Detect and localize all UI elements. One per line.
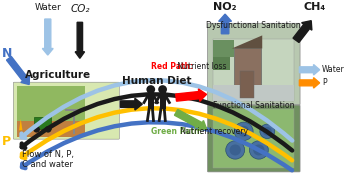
FancyArrow shape — [299, 78, 320, 88]
FancyBboxPatch shape — [13, 82, 119, 139]
FancyBboxPatch shape — [208, 23, 300, 105]
Circle shape — [263, 127, 272, 136]
Circle shape — [260, 124, 275, 139]
Text: Nutrient recovery: Nutrient recovery — [178, 127, 248, 136]
Bar — [148, 91, 154, 109]
Text: P: P — [2, 135, 11, 148]
Text: Water: Water — [34, 3, 61, 12]
Bar — [65, 109, 83, 111]
Bar — [240, 71, 254, 98]
Text: N: N — [2, 47, 13, 60]
FancyArrow shape — [7, 57, 29, 84]
Text: Dysfunctional Sanitation: Dysfunctional Sanitation — [206, 21, 301, 30]
Bar — [34, 117, 51, 129]
Text: Green Path:: Green Path: — [151, 127, 202, 136]
Bar — [213, 44, 230, 70]
Circle shape — [250, 141, 268, 159]
Circle shape — [238, 126, 249, 137]
Text: CO₂: CO₂ — [70, 4, 90, 14]
Circle shape — [226, 141, 245, 159]
FancyArrow shape — [176, 89, 206, 101]
Bar — [213, 39, 294, 101]
FancyArrow shape — [42, 19, 53, 55]
Bar — [213, 109, 294, 168]
Circle shape — [253, 144, 265, 156]
Text: Nutrient loss: Nutrient loss — [175, 62, 226, 71]
Text: CH₄: CH₄ — [303, 2, 326, 12]
Bar — [18, 121, 85, 137]
FancyArrow shape — [293, 21, 312, 43]
Text: Human Diet: Human Diet — [122, 76, 191, 86]
Text: Red Path:: Red Path: — [151, 62, 193, 71]
Bar — [213, 84, 294, 101]
Text: Agriculture: Agriculture — [25, 70, 91, 80]
Circle shape — [158, 85, 167, 94]
Text: Flow of N, P,
C and water: Flow of N, P, C and water — [22, 150, 75, 170]
Circle shape — [33, 126, 40, 133]
Bar — [233, 49, 260, 98]
FancyArrow shape — [75, 22, 85, 58]
Circle shape — [45, 126, 51, 133]
FancyArrow shape — [120, 98, 142, 110]
Polygon shape — [19, 119, 22, 130]
FancyArrow shape — [174, 109, 206, 131]
Circle shape — [146, 85, 155, 94]
Text: Functional Sanitation: Functional Sanitation — [213, 101, 295, 110]
Circle shape — [230, 144, 241, 156]
FancyArrow shape — [219, 14, 231, 34]
Text: NO₂: NO₂ — [214, 2, 237, 12]
Polygon shape — [232, 35, 262, 49]
Bar — [18, 86, 85, 137]
Bar — [160, 91, 166, 109]
FancyBboxPatch shape — [208, 105, 300, 172]
Text: P: P — [322, 78, 327, 87]
Bar — [213, 40, 233, 57]
Circle shape — [234, 122, 253, 140]
FancyArrow shape — [299, 64, 320, 75]
Text: Water: Water — [322, 65, 345, 74]
Bar — [73, 111, 75, 134]
